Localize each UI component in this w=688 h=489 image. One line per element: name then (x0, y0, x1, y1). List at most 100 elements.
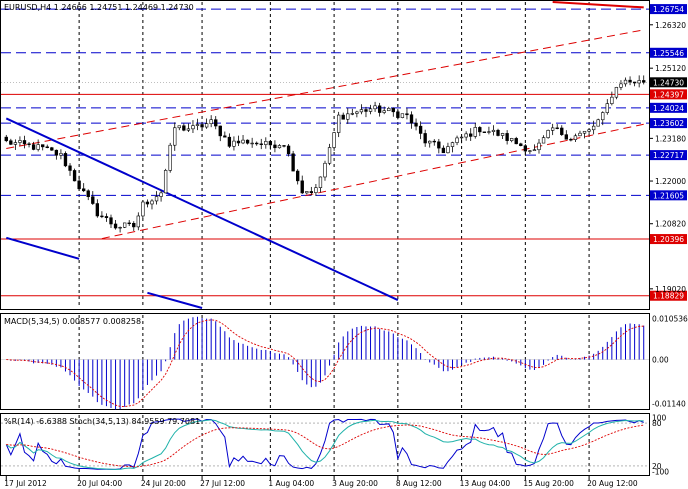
candle-body (59, 153, 63, 156)
candle-body (346, 113, 350, 120)
candle-body (382, 110, 386, 113)
macd-signal-line (6, 319, 644, 408)
candle-body (118, 227, 122, 229)
price-axis: 1.26754 1.25546 1.24397 1.24024 1.23602 1.227… (649, 4, 688, 476)
trendline (5, 117, 399, 301)
candle-body (596, 119, 600, 127)
candle-body (323, 162, 327, 178)
current-price-label: 1.24730 (653, 78, 684, 87)
price-level-tag (650, 190, 687, 201)
candle-body (550, 127, 555, 131)
candle-body (182, 125, 186, 131)
trendline (101, 123, 644, 240)
candle-body (496, 129, 500, 136)
candle-body (505, 133, 509, 141)
candle-body (500, 133, 505, 136)
time-tick-label: 24 Jul 20:00 (141, 479, 186, 488)
candle-body (268, 141, 273, 146)
price-level-tag (650, 118, 687, 129)
time-tick-label: 8 Aug 12:00 (396, 479, 442, 488)
candle-body (355, 111, 359, 114)
candle-body (277, 145, 282, 149)
price-level-label: 1.23602 (653, 119, 684, 128)
candle-body (532, 149, 537, 152)
candle-body (286, 145, 291, 155)
candle-body (642, 80, 646, 83)
candle-body (232, 140, 236, 147)
candle-body (141, 201, 145, 217)
candle-body (82, 188, 86, 192)
candle-body (446, 146, 450, 154)
candle-body (578, 132, 582, 137)
oscillator-title: %R(14) -6.6388 Stoch(34,5,13) 84.9559 79… (4, 417, 200, 426)
candle-body (31, 144, 36, 150)
candle-body (159, 192, 163, 197)
candle-body (18, 140, 22, 143)
price-tick-label: 1.22000 (655, 177, 686, 186)
oscillator-tick-label: 20 (652, 462, 662, 471)
stoch-main-line (5, 419, 644, 470)
candle-body (36, 144, 40, 150)
candle-body (418, 125, 423, 134)
candle-body (478, 127, 482, 133)
trendline (147, 291, 203, 309)
price-tick-label: 1.20820 (655, 220, 686, 229)
candle-body (100, 215, 104, 218)
candle-body (332, 132, 336, 148)
candle-body (541, 137, 546, 144)
candle-body (282, 145, 286, 147)
candle-body (377, 105, 382, 113)
candle-body (236, 140, 241, 144)
candle-body (546, 130, 550, 138)
candle-body (291, 153, 295, 172)
candle-body (50, 147, 54, 151)
oscillator-tick-label: 80 (652, 419, 662, 428)
candle-body (95, 203, 100, 217)
candle-body (259, 143, 263, 145)
price-level-label: 1.21605 (653, 191, 684, 200)
time-tick-label: 3 Aug 20:00 (332, 479, 378, 488)
candle-body (469, 133, 473, 137)
candle-body (113, 223, 118, 229)
candle-body (523, 145, 528, 152)
candle-body (209, 119, 213, 124)
macd-tick-label: 0.00 (652, 356, 669, 365)
candle-body (437, 141, 441, 149)
candle-body (300, 180, 304, 194)
time-tick-label: 13 Aug 04:00 (460, 479, 511, 488)
candle-body (591, 125, 596, 131)
candle-body (191, 125, 195, 130)
trendline (6, 29, 644, 149)
candle-body (432, 140, 436, 143)
candle-body (145, 201, 150, 205)
candle-body (582, 130, 587, 134)
candle-body (163, 170, 168, 194)
price-level-label: 1.20396 (653, 235, 684, 244)
candle-body (459, 136, 464, 139)
candle-body (22, 140, 27, 145)
candle-body (309, 191, 314, 193)
price-levels (1, 8, 649, 297)
stoch-signal-line (6, 424, 644, 468)
candle-body (610, 96, 614, 104)
candle-body (414, 122, 418, 127)
candle-body (560, 127, 564, 135)
candle-body (218, 125, 222, 137)
price-chart-title: EURUSD,H4 1.24666 1.24751 1.24469 1.2473… (4, 3, 194, 12)
macd-tick-label: 0.010536 (652, 315, 688, 324)
candle-body (200, 124, 204, 128)
candle-body (305, 191, 309, 194)
price-level-tag (650, 150, 687, 161)
oscillator-tick-label: 100 (652, 414, 667, 423)
candle-body (4, 136, 8, 142)
time-tick-label: 1 Aug 04:00 (268, 479, 314, 488)
candle-body (632, 81, 637, 84)
candle-body (264, 141, 268, 145)
candle-body (45, 146, 49, 148)
candle-body (127, 222, 131, 225)
price-level-tag (650, 290, 687, 301)
candle-body (601, 112, 605, 121)
candle-body (368, 108, 373, 112)
time-tick-label: 17 Jul 2012 (4, 479, 47, 488)
candle-body (564, 134, 568, 140)
